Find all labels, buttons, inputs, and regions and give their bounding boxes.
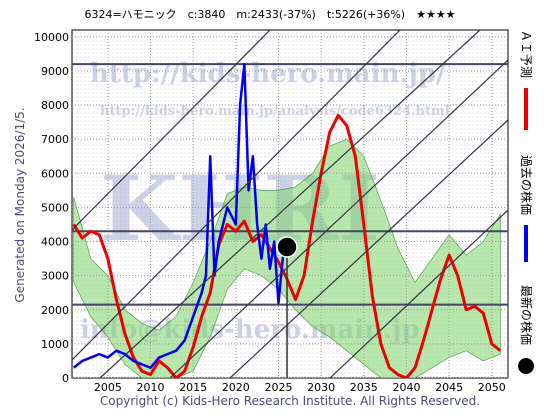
x-tick-label: 2035 (350, 381, 378, 394)
y-tick-label: 4000 (41, 236, 69, 249)
x-tick-label: 2030 (307, 381, 335, 394)
series-line (72, 62, 289, 370)
trend-lines (72, 30, 508, 378)
legend-marker (518, 358, 534, 374)
side-note: Generated on Monday 2026/1/5. (13, 107, 27, 302)
y-tick-label: 3000 (41, 270, 69, 283)
y-tick-label: 1000 (41, 338, 69, 351)
x-tick-label: 2020 (222, 381, 250, 394)
x-tick-label: 2015 (179, 381, 207, 394)
y-tick-label: 7000 (41, 133, 69, 146)
legend-label: 最新の株価 (519, 285, 534, 345)
y-tick-label: 5000 (41, 201, 69, 214)
y-tick-label: 2000 (41, 304, 69, 317)
watermark: http://kids-hero.main.jp/analysis/code63… (100, 104, 450, 119)
x-tick-label: 2050 (478, 381, 506, 394)
legend-label: ＡＩ予測 (519, 30, 533, 78)
y-tick-label: 8000 (41, 99, 69, 112)
x-tick-label: 2005 (94, 381, 122, 394)
legend-label: 過去の株価 (519, 155, 534, 215)
x-tick-label: 2010 (136, 381, 164, 394)
y-tick-label: 9000 (41, 65, 69, 78)
latest-point (276, 236, 298, 258)
x-tick-label: 2025 (264, 381, 292, 394)
y-tick-label: 10000 (34, 31, 69, 44)
x-tick-label: 2040 (392, 381, 420, 394)
x-tick-label: 2045 (435, 381, 463, 394)
y-tick-label: 6000 (41, 167, 69, 180)
y-tick-label: 0 (62, 372, 69, 385)
footer: Copyright (c) Kids-Hero Research Institu… (100, 394, 480, 408)
chart-title: 6324=ハモニック c:3840 m:2433(-37%) t:5226(+3… (84, 8, 455, 21)
